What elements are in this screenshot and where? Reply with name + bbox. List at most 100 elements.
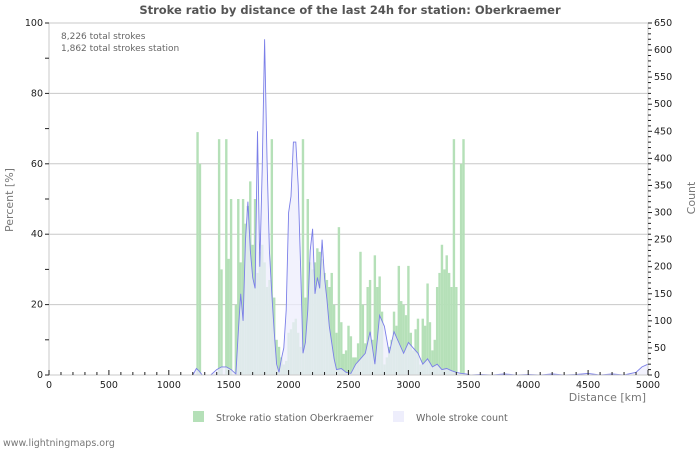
bar [402, 304, 405, 375]
bar [277, 346, 281, 375]
legend-label-count: Whole stroke count [416, 413, 508, 424]
bar [452, 139, 456, 375]
bar [407, 265, 410, 375]
y-tick-label-left: 60 [31, 159, 43, 170]
total-strokes: 8,226 total strokes [61, 32, 146, 42]
bar [426, 283, 429, 375]
x-tick-label: 1000 [157, 380, 181, 391]
y-tick-label-right: 650 [654, 18, 672, 29]
x-tick-label: 4500 [576, 380, 600, 391]
x-tick-label: 1500 [217, 380, 241, 391]
bar [270, 139, 274, 375]
y-tick-label-right: 600 [654, 45, 672, 56]
y-tick-label-right: 50 [654, 343, 666, 354]
y-tick-label-right: 0 [654, 370, 660, 381]
bar [366, 287, 369, 375]
bar [340, 322, 343, 375]
bar [356, 343, 360, 375]
bar [330, 272, 333, 375]
x-tick-label: 4000 [516, 380, 540, 391]
bar [445, 255, 448, 375]
y-tick-label-right: 200 [654, 262, 672, 273]
bar [447, 272, 451, 375]
bar [220, 269, 223, 375]
bar [335, 332, 338, 375]
bar [433, 339, 436, 375]
info-text: 8,226 total strokes 1,862 total strokes … [61, 32, 179, 54]
axes: 0204060801000501001502002503003504004505… [25, 18, 672, 391]
y-axis-left-title: Percent [%] [3, 168, 16, 232]
bar [344, 350, 348, 375]
footer-link[interactable]: www.lightningmaps.org [3, 438, 115, 449]
bar [349, 336, 353, 375]
bar [342, 353, 345, 375]
bar [376, 287, 379, 375]
bar [373, 255, 377, 375]
bar [404, 315, 408, 375]
bar [359, 251, 362, 375]
bar [438, 272, 441, 375]
bar [227, 258, 230, 375]
y-tick-label-right: 150 [654, 289, 672, 300]
y-tick-label-right: 450 [654, 126, 672, 137]
bar [450, 287, 453, 375]
bar [196, 132, 199, 375]
bar [347, 325, 350, 375]
grid [49, 22, 648, 306]
y-tick-label-left: 40 [31, 229, 43, 240]
bar [306, 199, 309, 375]
legend-label-ratio: Stroke ratio station Oberkraemer [216, 413, 373, 424]
bar [229, 199, 233, 375]
chart-title: Stroke ratio by distance of the last 24h… [139, 3, 561, 17]
legend-swatch-ratio [193, 411, 204, 422]
x-tick-label: 3500 [456, 380, 480, 391]
x-tick-label: 5000 [636, 380, 660, 391]
bar [421, 318, 424, 375]
bar [304, 297, 307, 375]
x-tick-label: 2500 [336, 380, 360, 391]
bar [217, 139, 221, 375]
x-tick-label: 2000 [277, 380, 301, 391]
bar [361, 304, 365, 375]
count-area-fill [192, 39, 649, 375]
y-tick-label-right: 300 [654, 208, 672, 219]
bar [423, 325, 427, 375]
y-tick-label-right: 400 [654, 153, 672, 164]
y-tick-label-right: 350 [654, 180, 672, 191]
y-tick-label-left: 0 [37, 370, 43, 381]
bar [237, 199, 240, 375]
total-strokes-station: 1,862 total strokes station [61, 44, 179, 54]
bar [459, 163, 463, 375]
bar [431, 350, 434, 375]
bar [440, 244, 444, 375]
x-tick-label: 500 [100, 380, 118, 391]
bar [241, 199, 245, 375]
bar [198, 163, 202, 375]
bar [435, 287, 439, 375]
bar [275, 339, 278, 375]
bar [428, 322, 432, 375]
y-tick-label-left: 100 [25, 18, 43, 29]
y-tick-label-right: 550 [654, 72, 672, 83]
legend: Stroke ratio station Oberkraemer Whole s… [193, 411, 508, 424]
bar [443, 269, 446, 375]
x-tick-label: 0 [46, 380, 52, 391]
x-tick-label: 3000 [396, 380, 420, 391]
bar [337, 227, 341, 375]
bar [234, 304, 238, 375]
bar [455, 287, 458, 375]
bar [368, 279, 372, 375]
y-tick-label-left: 20 [31, 300, 43, 311]
x-axis-title: Distance [km] [569, 391, 646, 404]
bar [400, 301, 403, 375]
y-axis-right-title: Count [685, 181, 698, 214]
bar [462, 139, 465, 375]
y-tick-label-right: 250 [654, 235, 672, 246]
bar [397, 265, 401, 375]
bar [225, 139, 228, 375]
legend-swatch-count [393, 411, 404, 422]
y-tick-label-left: 80 [31, 88, 43, 99]
bar [352, 357, 355, 375]
y-tick-label-right: 100 [654, 316, 672, 327]
